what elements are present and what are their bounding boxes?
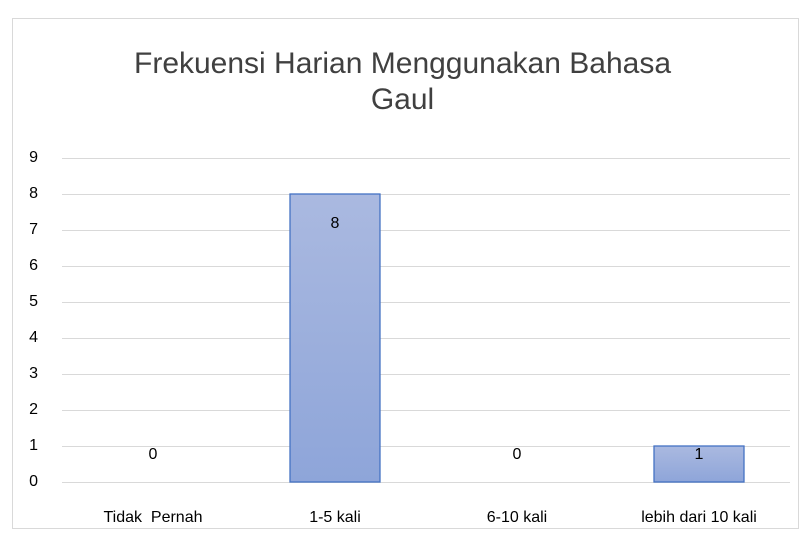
y-tick-label: 2 (29, 401, 38, 418)
x-tick-label: 1-5 kali (309, 509, 361, 526)
data-label: 8 (331, 215, 340, 232)
y-tick-label: 8 (29, 185, 38, 202)
y-tick-label: 0 (29, 473, 38, 490)
bar (289, 193, 381, 483)
y-tick-label: 7 (29, 221, 38, 238)
x-tick-label: Tidak Pernah (103, 509, 202, 526)
x-tick-label: lebih dari 10 kali (641, 509, 757, 526)
y-tick-label: 1 (29, 437, 38, 454)
y-tick-label: 3 (29, 365, 38, 382)
chart-border (12, 18, 799, 529)
chart-title: Frekuensi Harian Menggunakan Bahasa Gaul (134, 47, 671, 116)
y-tick-label: 9 (29, 149, 38, 166)
y-tick-label: 5 (29, 293, 38, 310)
data-label: 1 (695, 446, 704, 463)
y-tick-label: 6 (29, 257, 38, 274)
y-tick-label: 4 (29, 329, 38, 346)
x-tick-label: 6-10 kali (487, 509, 547, 526)
data-label: 0 (513, 446, 522, 463)
bar (653, 445, 745, 483)
data-label: 0 (149, 446, 158, 463)
